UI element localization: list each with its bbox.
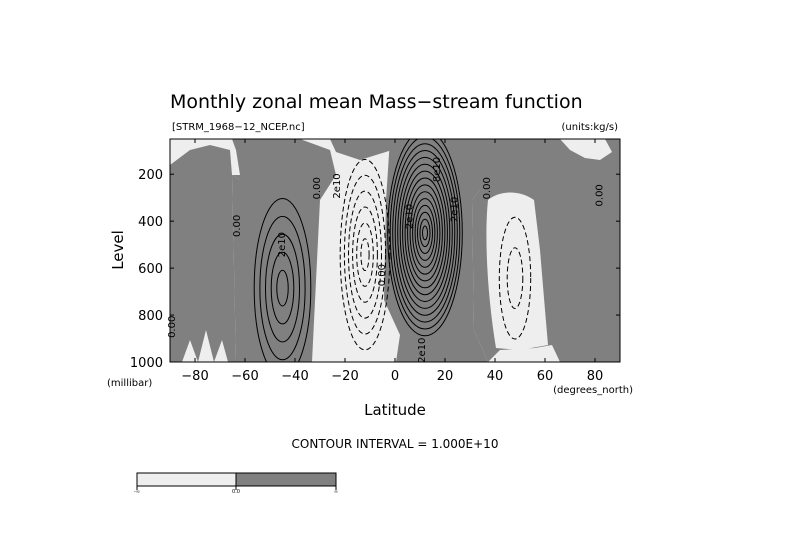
contour-line xyxy=(399,163,451,302)
positive-region-top-center xyxy=(330,139,400,160)
contour-label: 8e10 xyxy=(432,157,443,182)
file-label: [STRM_1968−12_NCEP.nc] xyxy=(172,122,305,133)
contour-label: 0.00 xyxy=(167,316,178,338)
y-units-label: (millibar) xyxy=(107,378,152,389)
chart-title: Monthly zonal mean Mass−stream function xyxy=(170,91,583,113)
positive-region-south-polar xyxy=(170,139,240,362)
contour-line xyxy=(506,247,524,310)
y-tick-label: 800 xyxy=(138,309,163,324)
contour-line xyxy=(407,184,443,282)
contour-line xyxy=(389,139,461,330)
contour-label: 2e10 xyxy=(450,197,461,222)
contour-line xyxy=(352,206,378,303)
contour-label: 0.00 xyxy=(482,177,493,199)
x-tick-label: −80 xyxy=(181,369,208,384)
contour-label: 2e10 xyxy=(277,232,288,257)
y-tick-label: 400 xyxy=(138,215,163,230)
x-tick-label: 60 xyxy=(537,369,554,384)
negative-region-upper-left xyxy=(170,139,240,175)
contour-line xyxy=(422,225,428,241)
y-tick-label: 200 xyxy=(138,168,163,183)
x-tick-label: 20 xyxy=(437,369,454,384)
plot-area xyxy=(170,139,620,362)
contour-line xyxy=(270,251,295,325)
contour-label: 0.00 xyxy=(312,177,323,199)
x-tick-label: 80 xyxy=(587,369,604,384)
contour-line xyxy=(253,198,312,362)
contour-line xyxy=(417,211,433,254)
colorbar-label-min: -∞ xyxy=(134,489,140,495)
contour-line xyxy=(387,139,463,337)
contour-line xyxy=(356,222,374,287)
contour-line xyxy=(404,177,446,289)
contour-line xyxy=(343,174,387,335)
contour-line xyxy=(276,269,289,307)
contour-label: 2e10 xyxy=(332,173,343,198)
colorbar-label-zero: 0.0 xyxy=(232,489,240,495)
contour-line xyxy=(392,143,458,323)
contour-line xyxy=(414,204,436,261)
contour-line xyxy=(339,158,391,351)
contour-label: 0.00 xyxy=(377,264,388,286)
contour-label: 2e10 xyxy=(417,338,428,363)
y-tick-label: 1000 xyxy=(130,356,163,371)
contour-line xyxy=(348,190,382,319)
contour-line xyxy=(498,216,532,340)
x-tick-label: 40 xyxy=(487,369,504,384)
y-tick-label: 600 xyxy=(138,262,163,277)
contour-line xyxy=(402,170,448,296)
contour-line xyxy=(394,149,456,316)
x-tick-label: −40 xyxy=(281,369,308,384)
colorbar-negative-swatch xyxy=(136,472,237,487)
contour-interval-note: CONTOUR INTERVAL = 1.000E+10 xyxy=(292,437,499,451)
negative-region-top-right xyxy=(560,139,612,160)
contour-line xyxy=(412,198,438,268)
x-tick-label: 0 xyxy=(391,369,399,384)
x-tick-label: −20 xyxy=(331,369,358,384)
colorbar: -∞ 0.0 ∞ xyxy=(134,472,338,495)
x-axis-title: Latitude xyxy=(364,401,426,419)
contour-label: 0.00 xyxy=(232,215,243,237)
contour-line xyxy=(259,215,306,361)
x-units-label: (degrees_north) xyxy=(553,385,633,396)
contour-line xyxy=(265,233,300,343)
contour-line xyxy=(409,191,441,275)
contour-label: 2e10 xyxy=(405,204,416,229)
y-axis-title: Level xyxy=(109,230,127,270)
contour-label: 0.00 xyxy=(595,184,606,206)
x-tick-label: −60 xyxy=(231,369,258,384)
contour-line xyxy=(419,218,431,248)
contour-line xyxy=(397,156,453,309)
contour-line xyxy=(360,238,370,272)
colorbar-label-max: ∞ xyxy=(334,489,338,495)
units-label: (units:kg/s) xyxy=(562,122,619,133)
colorbar-positive-swatch xyxy=(235,472,337,487)
